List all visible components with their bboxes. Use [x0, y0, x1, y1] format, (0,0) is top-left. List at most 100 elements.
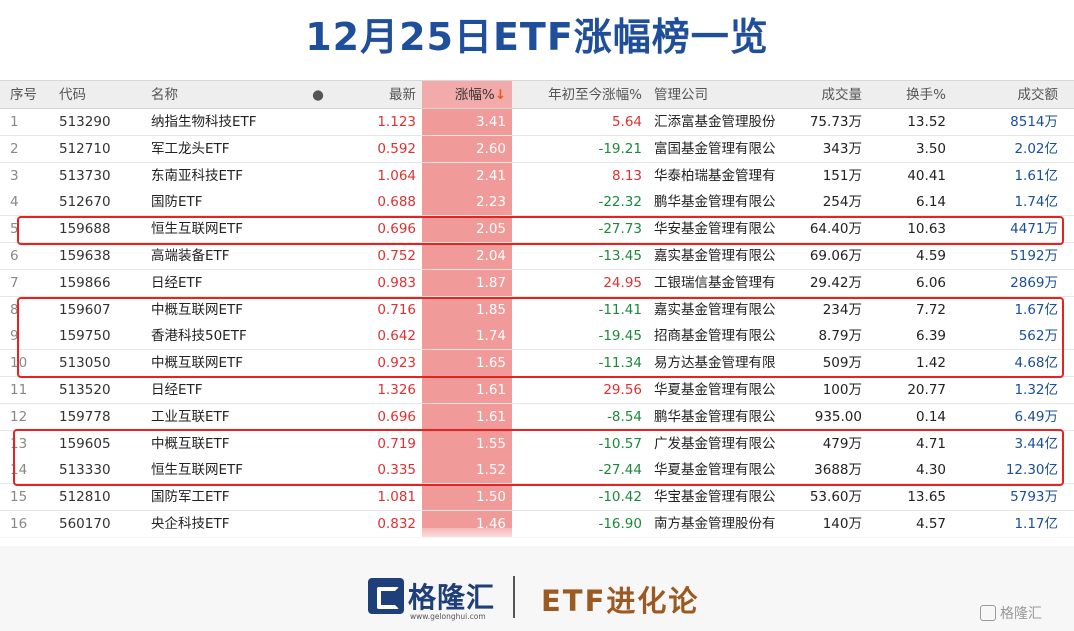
- logo-text: 格隆汇: [408, 581, 496, 614]
- row-amount: 5192万: [1010, 248, 1058, 264]
- table-row[interactable]: 9 159750 香港科技50ETF 0.642 1.74 -19.45 招商基金管理有限公…: [0, 323, 1074, 351]
- row-manager: 华宝基金管理有限公: [654, 489, 776, 506]
- table-row[interactable]: 5 159688 恒生互联网ETF 0.696 2.05 -27.73 华安基金管理有限公 6…: [0, 216, 1074, 244]
- row-latest: 1.123: [377, 114, 416, 130]
- row-ytd: -10.42: [598, 489, 642, 506]
- row-volume: 935.00: [814, 408, 862, 425]
- row-amount: 1.61亿: [1014, 167, 1058, 184]
- table-row[interactable]: 13 159605 中概互联ETF 0.719 1.55 -10.57 广发基金管理有限公 4…: [0, 430, 1074, 458]
- header-latest[interactable]: 最新: [389, 87, 416, 103]
- row-code: 513330: [59, 462, 111, 479]
- header-code[interactable]: 代码: [59, 87, 86, 103]
- header-dot-icon[interactable]: ●: [312, 87, 324, 103]
- row-ytd: 5.64: [611, 114, 642, 130]
- table-row[interactable]: 11 513520 日经ETF 1.326 1.61 29.56 华夏基金管理有限公 100万…: [0, 377, 1074, 404]
- row-manager: 汇添富基金管理股份: [654, 114, 776, 130]
- row-code: 513520: [59, 382, 111, 398]
- header-name[interactable]: 名称: [151, 87, 178, 103]
- row-latest: 0.752: [377, 248, 416, 264]
- row-turnover: 6.06: [915, 274, 946, 291]
- row-name: 恒生互联网ETF: [151, 221, 244, 238]
- row-volume: 8.79万: [818, 328, 862, 345]
- row-change: 2.04: [422, 243, 512, 269]
- row-latest: 0.696: [377, 408, 416, 425]
- row-turnover: 4.71: [915, 435, 946, 452]
- row-volume: 509万: [822, 355, 862, 372]
- row-code: 513730: [59, 167, 111, 184]
- row-idx: 8: [10, 301, 19, 318]
- table-row[interactable]: 8 159607 中概互联网ETF 0.716 1.85 -11.41 嘉实基金管理有限公 2…: [0, 296, 1074, 324]
- row-latest: 0.592: [377, 140, 416, 157]
- row-idx: 3: [10, 167, 19, 184]
- row-latest: 0.719: [377, 435, 416, 452]
- row-ytd: -27.73: [598, 221, 642, 238]
- row-turnover: 13.65: [907, 489, 946, 506]
- row-amount: 2.02亿: [1014, 140, 1058, 157]
- row-amount: 1.32亿: [1014, 382, 1058, 398]
- table-row[interactable]: 12 159778 工业互联ETF 0.696 1.61 -8.54 鹏华基金管理有限公 93…: [0, 403, 1074, 431]
- row-manager: 鹏华基金管理有限公: [654, 408, 776, 425]
- row-turnover: 20.77: [907, 382, 946, 398]
- row-volume: 53.60万: [809, 489, 862, 506]
- row-turnover: 4.59: [915, 248, 946, 264]
- row-volume: 64.40万: [809, 221, 862, 238]
- row-amount: 1.74亿: [1014, 194, 1058, 211]
- table-row[interactable]: 14 513330 恒生互联网ETF 0.335 1.52 -27.44 华夏基金管理有限公…: [0, 457, 1074, 485]
- row-change: 1.55: [422, 430, 512, 457]
- table-row[interactable]: 1 513290 纳指生物科技ETF 1.123 3.41 5.64 汇添富基金管理股份 75…: [0, 109, 1074, 136]
- header-volume[interactable]: 成交量: [821, 87, 863, 103]
- header-idx[interactable]: 序号: [10, 87, 37, 103]
- row-code: 513290: [59, 114, 111, 130]
- header-turnover[interactable]: 换手%: [906, 87, 946, 103]
- row-manager: 易方达基金管理有限: [654, 355, 776, 372]
- row-idx: 10: [10, 355, 28, 372]
- header-change[interactable]: 涨幅%↓: [422, 81, 512, 108]
- row-ytd: -22.32: [598, 194, 642, 211]
- row-amount: 4471万: [1010, 221, 1058, 238]
- row-ytd: -11.34: [598, 355, 642, 372]
- row-name: 香港科技50ETF: [151, 328, 247, 345]
- header-amount[interactable]: 成交额: [1017, 87, 1059, 103]
- row-idx: 9: [10, 328, 19, 345]
- table-row[interactable]: 7 159866 日经ETF 0.983 1.87 24.95 工银瑞信基金管理有 29.42…: [0, 269, 1074, 297]
- row-code: 512670: [59, 194, 111, 211]
- row-amount: 2869万: [1010, 274, 1058, 291]
- header-ytd[interactable]: 年初至今涨幅%: [548, 87, 642, 103]
- row-manager: 富国基金管理有限公: [654, 140, 776, 157]
- row-idx: 15: [10, 489, 28, 506]
- row-manager: 嘉实基金管理有限公: [654, 301, 776, 318]
- table-row[interactable]: 15 512810 国防军工ETF 1.081 1.50 -10.42 华宝基金管理有限公 5…: [0, 484, 1074, 512]
- row-turnover: 3.50: [915, 140, 946, 157]
- header-manager[interactable]: 管理公司: [654, 87, 708, 103]
- row-change: 1.74: [422, 323, 512, 350]
- row-name: 日经ETF: [151, 274, 203, 291]
- row-code: 159778: [59, 408, 111, 425]
- row-change: 1.50: [422, 484, 512, 511]
- row-name: 国防ETF: [151, 194, 203, 211]
- row-change: 2.23: [422, 189, 512, 216]
- row-latest: 0.923: [377, 355, 416, 372]
- table-row[interactable]: 6 159638 高端装备ETF 0.752 2.04 -13.45 嘉实基金管理有限公 69…: [0, 243, 1074, 270]
- row-change: 1.61: [422, 403, 512, 430]
- table-row[interactable]: 3 513730 东南亚科技ETF 1.064 2.41 8.13 华泰柏瑞基金管理有 151…: [0, 162, 1074, 190]
- row-volume: 151万: [822, 167, 862, 184]
- row-latest: 0.335: [377, 462, 416, 479]
- row-manager: 华夏基金管理有限公: [654, 462, 776, 479]
- table-row[interactable]: 10 513050 中概互联网ETF 0.923 1.65 -11.34 易方达基金管理有限…: [0, 350, 1074, 378]
- row-manager: 华泰柏瑞基金管理有: [654, 167, 776, 184]
- row-idx: 4: [10, 194, 19, 211]
- row-name: 中概互联ETF: [151, 435, 230, 452]
- table-row[interactable]: 2 512710 军工龙头ETF 0.592 2.60 -19.21 富国基金管理有限公 34…: [0, 135, 1074, 163]
- row-ytd: -19.45: [598, 328, 642, 345]
- row-turnover: 7.72: [915, 301, 946, 318]
- row-latest: 0.983: [377, 274, 416, 291]
- row-amount: 4.68亿: [1014, 355, 1058, 372]
- table-row[interactable]: 4 512670 国防ETF 0.688 2.23 -22.32 鹏华基金管理有限公 254万…: [0, 189, 1074, 217]
- header-change-label: 涨幅%: [454, 87, 495, 103]
- row-name: 高端装备ETF: [151, 248, 230, 264]
- row-idx: 13: [10, 435, 28, 452]
- sort-desc-icon: ↓: [494, 87, 506, 103]
- row-amount: 12.30亿: [1005, 462, 1058, 479]
- row-turnover: 6.14: [915, 194, 946, 211]
